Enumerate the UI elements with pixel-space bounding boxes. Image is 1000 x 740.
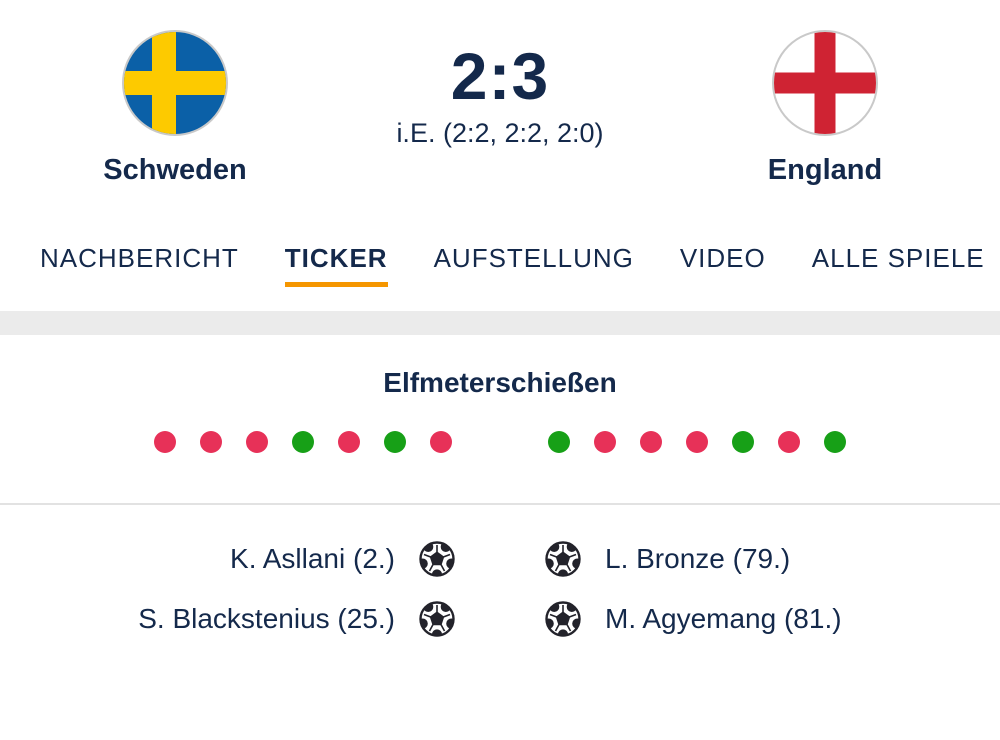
england-flag-icon	[772, 30, 878, 136]
away-team[interactable]: England	[650, 30, 1000, 187]
penalty-dot-miss	[686, 431, 708, 453]
goalscorers-section: K. Asllani (2.) L. Bronze (79.) S. Black…	[0, 505, 1000, 637]
penalty-dot-miss	[200, 431, 222, 453]
away-kicks	[548, 431, 846, 453]
penalty-dot-miss	[430, 431, 452, 453]
away-goal: M. Agyemang (81.)	[500, 601, 1000, 637]
home-goal: K. Asllani (2.)	[0, 541, 500, 577]
soccer-ball-icon	[545, 601, 581, 637]
goal-scorer-text: L. Bronze (79.)	[605, 543, 791, 574]
shootout-title: Elfmeterschießen	[383, 367, 617, 398]
penalty-dot-miss	[594, 431, 616, 453]
home-team[interactable]: Schweden	[0, 30, 350, 187]
shootout-section: Elfmeterschießen	[0, 335, 1000, 453]
home-goal: S. Blackstenius (25.)	[0, 601, 500, 637]
final-score: 2:3	[450, 39, 550, 113]
penalty-dot-goal	[384, 431, 406, 453]
match-tabs: NACHBERICHT TICKER AUFSTELLUNG VIDEO ALL…	[0, 243, 1000, 287]
divider-line	[0, 503, 1000, 505]
goal-scorer-text: S. Blackstenius (25.)	[138, 603, 395, 634]
penalty-dot-miss	[640, 431, 662, 453]
home-team-name[interactable]: Schweden	[103, 154, 247, 186]
goal-scorer-text: K. Asllani (2.)	[230, 543, 395, 574]
soccer-ball-icon	[419, 541, 455, 577]
penalty-dot-miss	[154, 431, 176, 453]
away-goal: L. Bronze (79.)	[500, 541, 1000, 577]
penalty-dot-goal	[548, 431, 570, 453]
flag-cross-vertical	[152, 32, 176, 134]
sweden-flag-icon	[122, 30, 228, 136]
flag-cross-vertical	[814, 32, 836, 134]
tab-ticker[interactable]: TICKER	[284, 243, 388, 287]
goal-scorer-text: M. Agyemang (81.)	[605, 603, 842, 634]
penalty-dot-goal	[824, 431, 846, 453]
match-header: Schweden 2:3 i.E. (2:2, 2:2, 2:0) Englan…	[0, 0, 1000, 187]
score-block: 2:3 i.E. (2:2, 2:2, 2:0)	[350, 30, 650, 187]
tab-aufstellung[interactable]: AUFSTELLUNG	[433, 243, 634, 273]
tab-alle-spiele[interactable]: ALLE SPIELE	[811, 243, 985, 273]
soccer-ball-icon	[419, 601, 455, 637]
away-team-name[interactable]: England	[767, 154, 883, 186]
goal-row: K. Asllani (2.) L. Bronze (79.)	[0, 541, 1000, 577]
home-kicks	[154, 431, 452, 453]
penalty-dot-miss	[338, 431, 360, 453]
section-separator-band	[0, 311, 1000, 335]
tab-video[interactable]: VIDEO	[679, 243, 766, 273]
score-detail: i.E. (2:2, 2:2, 2:0)	[396, 118, 604, 148]
penalty-dot-miss	[246, 431, 268, 453]
tab-nachbericht[interactable]: NACHBERICHT	[40, 243, 239, 273]
soccer-ball-icon	[545, 541, 581, 577]
penalty-dot-goal	[732, 431, 754, 453]
kicks-row	[0, 431, 1000, 453]
penalty-dot-goal	[292, 431, 314, 453]
goal-row: S. Blackstenius (25.) M. Agyemang (81.)	[0, 601, 1000, 637]
penalty-dot-miss	[778, 431, 800, 453]
